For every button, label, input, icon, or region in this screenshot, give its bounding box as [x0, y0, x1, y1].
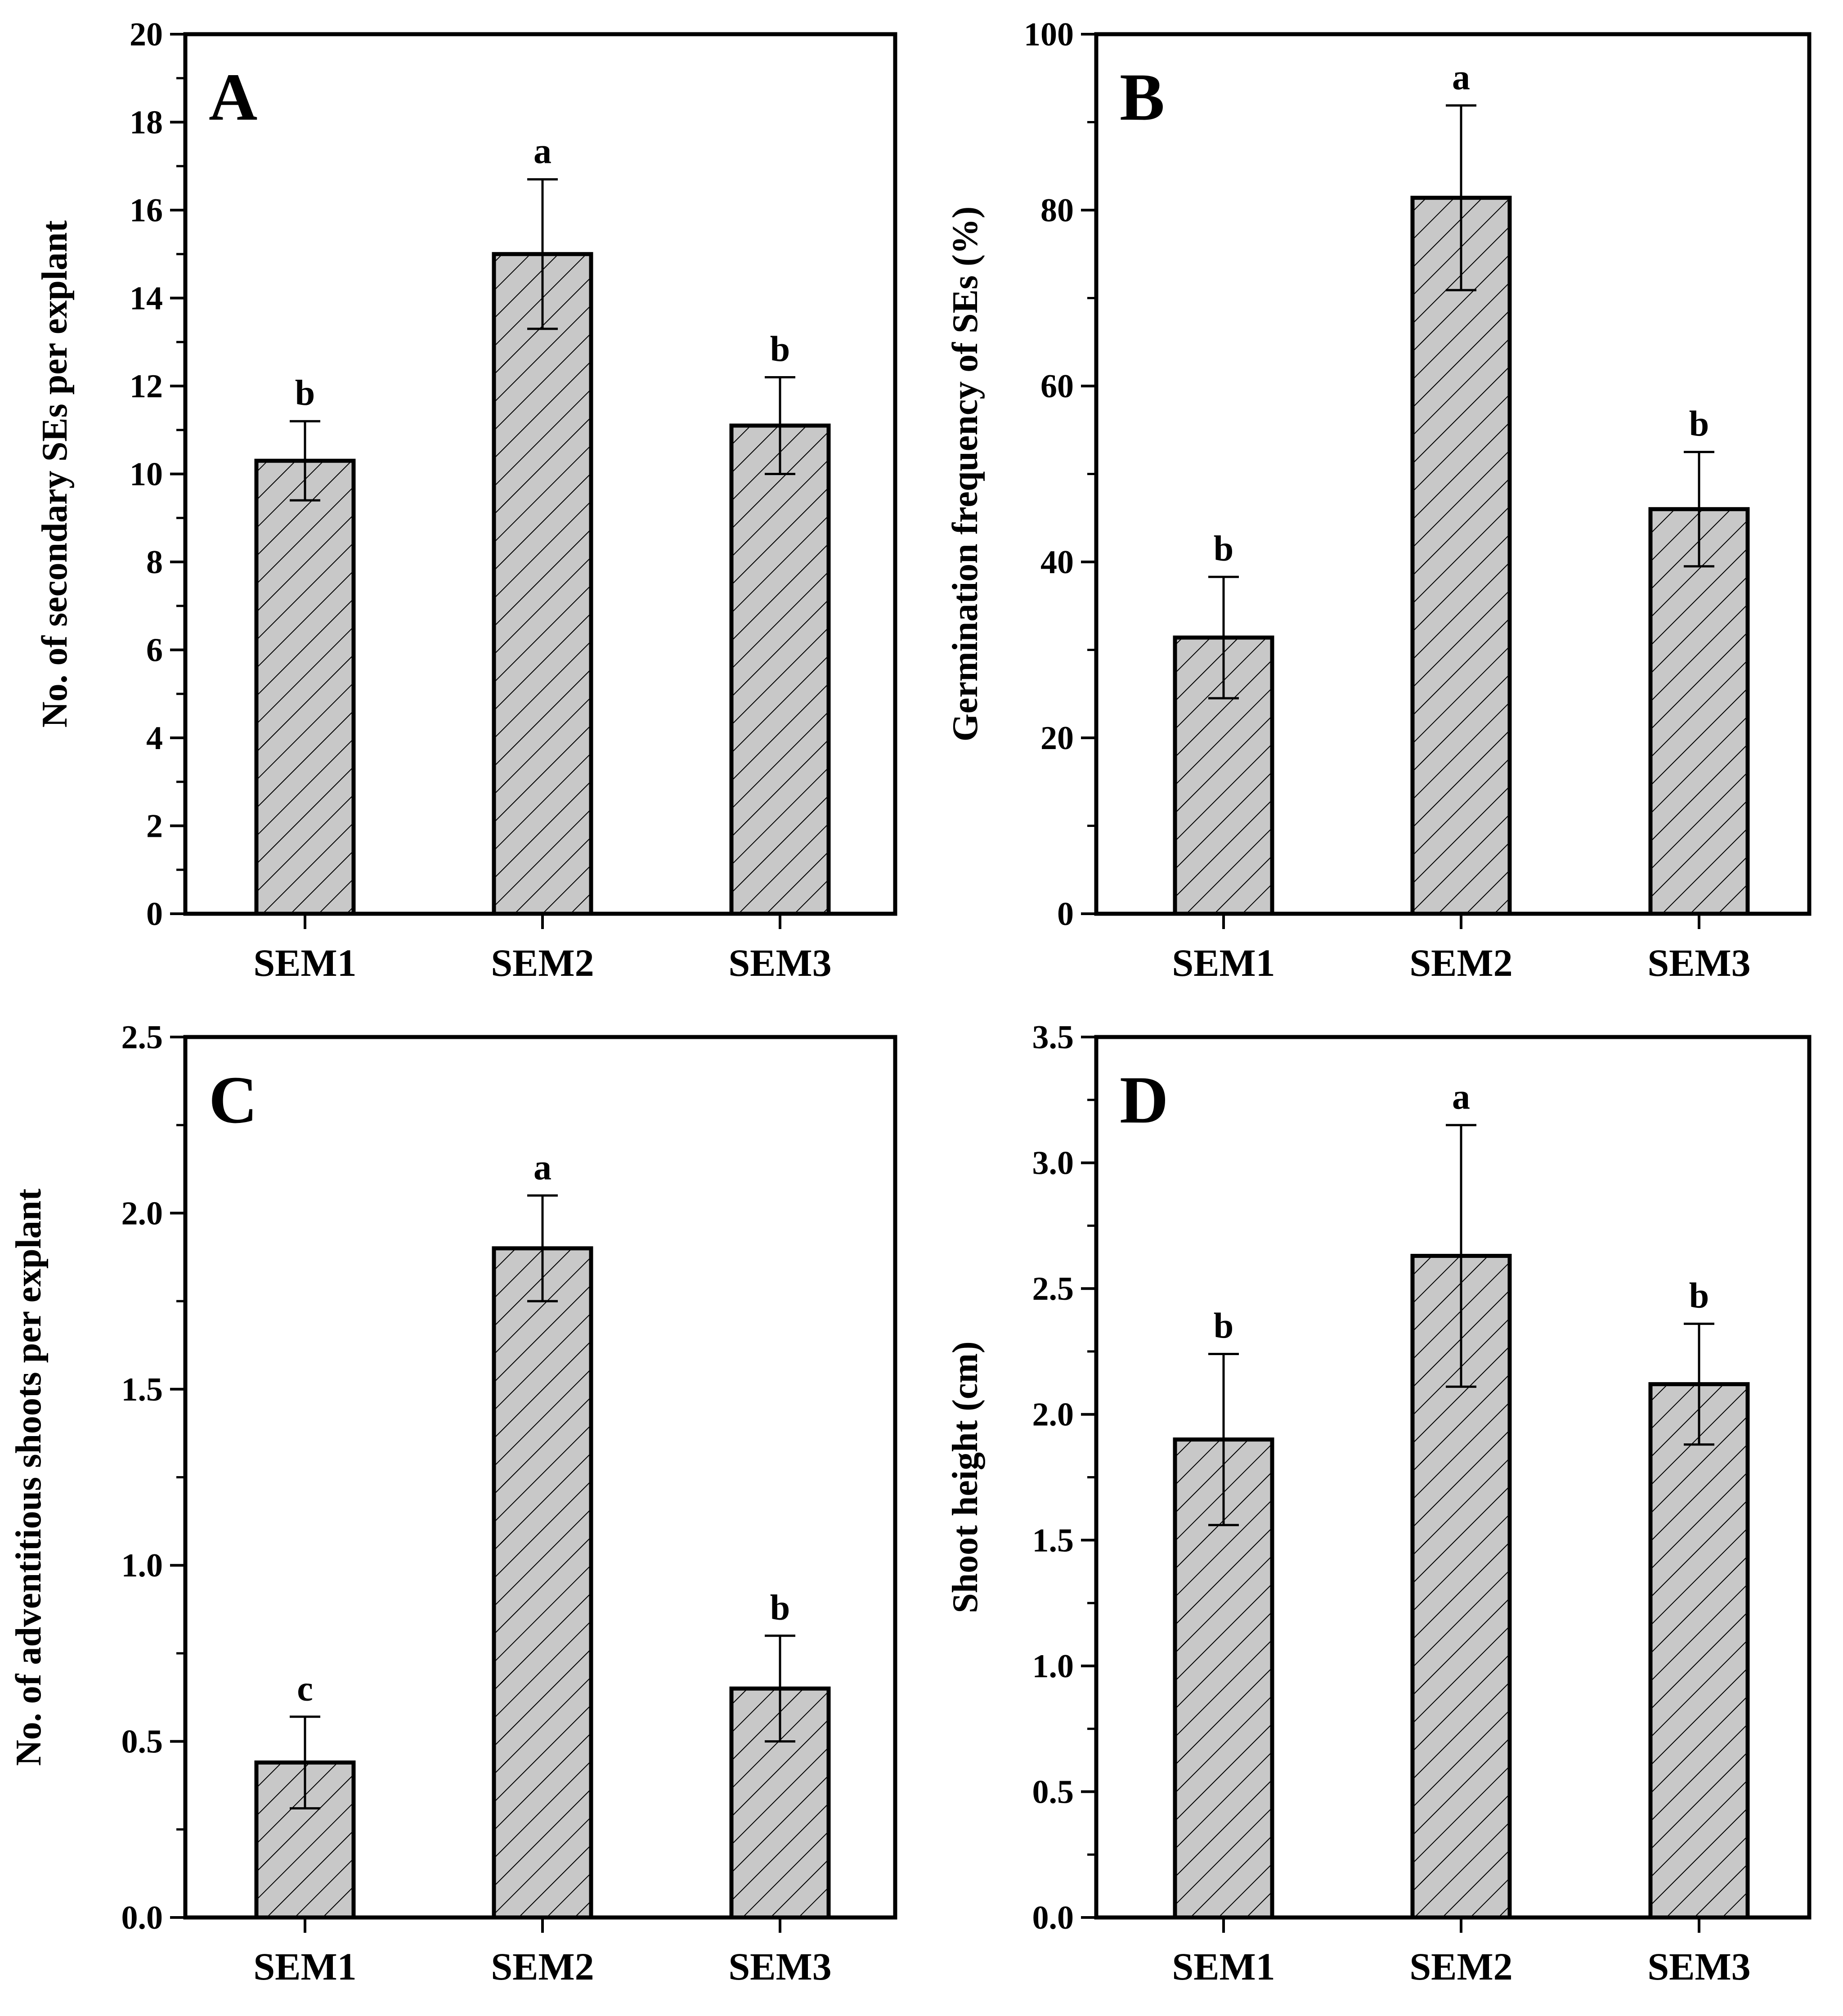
x-tick-label: SEM2 — [491, 1945, 594, 1988]
x-tick-label: SEM1 — [1172, 1945, 1275, 1988]
bar-sem3 — [729, 423, 831, 916]
y-tick-label: 0.0 — [1032, 1899, 1074, 1936]
x-tick-label: SEM2 — [1409, 1945, 1512, 1988]
y-tick-label: 2 — [146, 808, 163, 845]
y-tick-label: 14 — [130, 280, 163, 317]
bar-sem3 — [1648, 1382, 1750, 1920]
significance-letter: b — [770, 1588, 790, 1628]
y-tick-label: 1.0 — [1032, 1648, 1074, 1685]
y-tick-label: 3.0 — [1032, 1145, 1074, 1182]
y-tick-label: 0.5 — [121, 1724, 163, 1760]
panels: 0 2 4 6 8 10 12 14 16 18 20 No. of secondary SEs pe… — [9, 16, 1812, 1988]
y-tick-label: 20 — [1040, 720, 1074, 757]
y-tick-label: 12 — [130, 368, 163, 405]
y-tick-label: 0.0 — [121, 1899, 163, 1936]
y-axis-label: Germination frequency of SEs (%) — [946, 207, 985, 742]
significance-letter: a — [1452, 1078, 1470, 1117]
chart-panel-c: 0.0 0.5 1.0 1.5 2.0 2.5 No. of adventitious sh… — [9, 1019, 897, 1988]
bar-sem2 — [492, 252, 593, 916]
y-axis-label: No. of secondary SEs per explant — [35, 220, 75, 727]
y-tick-label: 20 — [130, 16, 163, 53]
chart-panel-a: 0 2 4 6 8 10 12 14 16 18 20 No. of secondary SEs pe… — [35, 16, 897, 984]
panel-letter: C — [209, 1063, 257, 1137]
y-tick-label: 6 — [146, 632, 163, 669]
significance-letter: b — [1689, 404, 1709, 444]
significance-letter: a — [1452, 58, 1470, 97]
x-tick-label: SEM1 — [1172, 941, 1275, 984]
y-tick-label: 1.0 — [121, 1547, 163, 1584]
y-tick-label: 100 — [1024, 16, 1074, 53]
panel-letter: A — [209, 60, 257, 135]
y-tick-label: 2.0 — [121, 1195, 163, 1232]
chart-panel-d: 0.0 0.5 1.0 1.5 2.0 2.5 3.0 3.5 Shoot height (cm… — [946, 1019, 1812, 1988]
significance-letter: b — [1689, 1276, 1709, 1316]
significance-letter: b — [1214, 529, 1234, 569]
y-axis-label: Shoot height (cm) — [946, 1341, 985, 1613]
significance-letter: b — [295, 373, 315, 413]
y-tick-label: 18 — [130, 104, 163, 141]
y-tick-label: 2.5 — [1032, 1271, 1074, 1307]
significance-letter: a — [534, 1148, 552, 1187]
y-tick-label: 3.5 — [1032, 1019, 1074, 1056]
y-tick-label: 1.5 — [1032, 1522, 1074, 1559]
y-tick-label: 40 — [1040, 544, 1074, 581]
y-tick-label: 2.5 — [121, 1019, 163, 1056]
y-tick-label: 10 — [130, 456, 163, 493]
bar-sem3 — [1648, 507, 1750, 916]
x-tick-label: SEM3 — [728, 1945, 831, 1988]
x-tick-label: SEM3 — [1647, 1945, 1750, 1988]
y-tick-label: 4 — [146, 720, 163, 757]
y-tick-label: 80 — [1040, 192, 1074, 229]
y-tick-label: 2.0 — [1032, 1396, 1074, 1433]
x-tick-label: SEM1 — [253, 941, 356, 984]
y-tick-label: 60 — [1040, 368, 1074, 405]
y-tick-label: 0 — [1057, 896, 1074, 933]
chart-panel-b: 0 20 40 60 80 100 Germination frequency of SEs… — [946, 16, 1812, 984]
y-tick-label: 0.5 — [1032, 1774, 1074, 1810]
x-tick-label: SEM3 — [728, 941, 831, 984]
significance-letter: c — [297, 1669, 313, 1709]
x-tick-label: SEM3 — [1647, 941, 1750, 984]
y-axis-label: No. of adventitious shoots per explant — [9, 1189, 49, 1766]
significance-letter: b — [1214, 1307, 1234, 1346]
x-tick-label: SEM2 — [1409, 941, 1512, 984]
bar-sem2 — [492, 1246, 593, 1920]
panel-letter: B — [1120, 60, 1165, 135]
y-tick-label: 8 — [146, 544, 163, 581]
y-tick-label: 0 — [146, 896, 163, 933]
bar-sem1 — [254, 458, 356, 916]
x-tick-label: SEM2 — [491, 941, 594, 984]
significance-letter: b — [770, 329, 790, 369]
panel-letter: D — [1120, 1063, 1168, 1137]
y-tick-label: 16 — [130, 192, 163, 229]
bar-sem1 — [254, 1760, 356, 1920]
significance-letter: a — [534, 132, 552, 171]
y-tick-label: 1.5 — [121, 1371, 163, 1408]
bar-sem2 — [1410, 196, 1512, 916]
x-tick-label: SEM1 — [253, 1945, 356, 1988]
